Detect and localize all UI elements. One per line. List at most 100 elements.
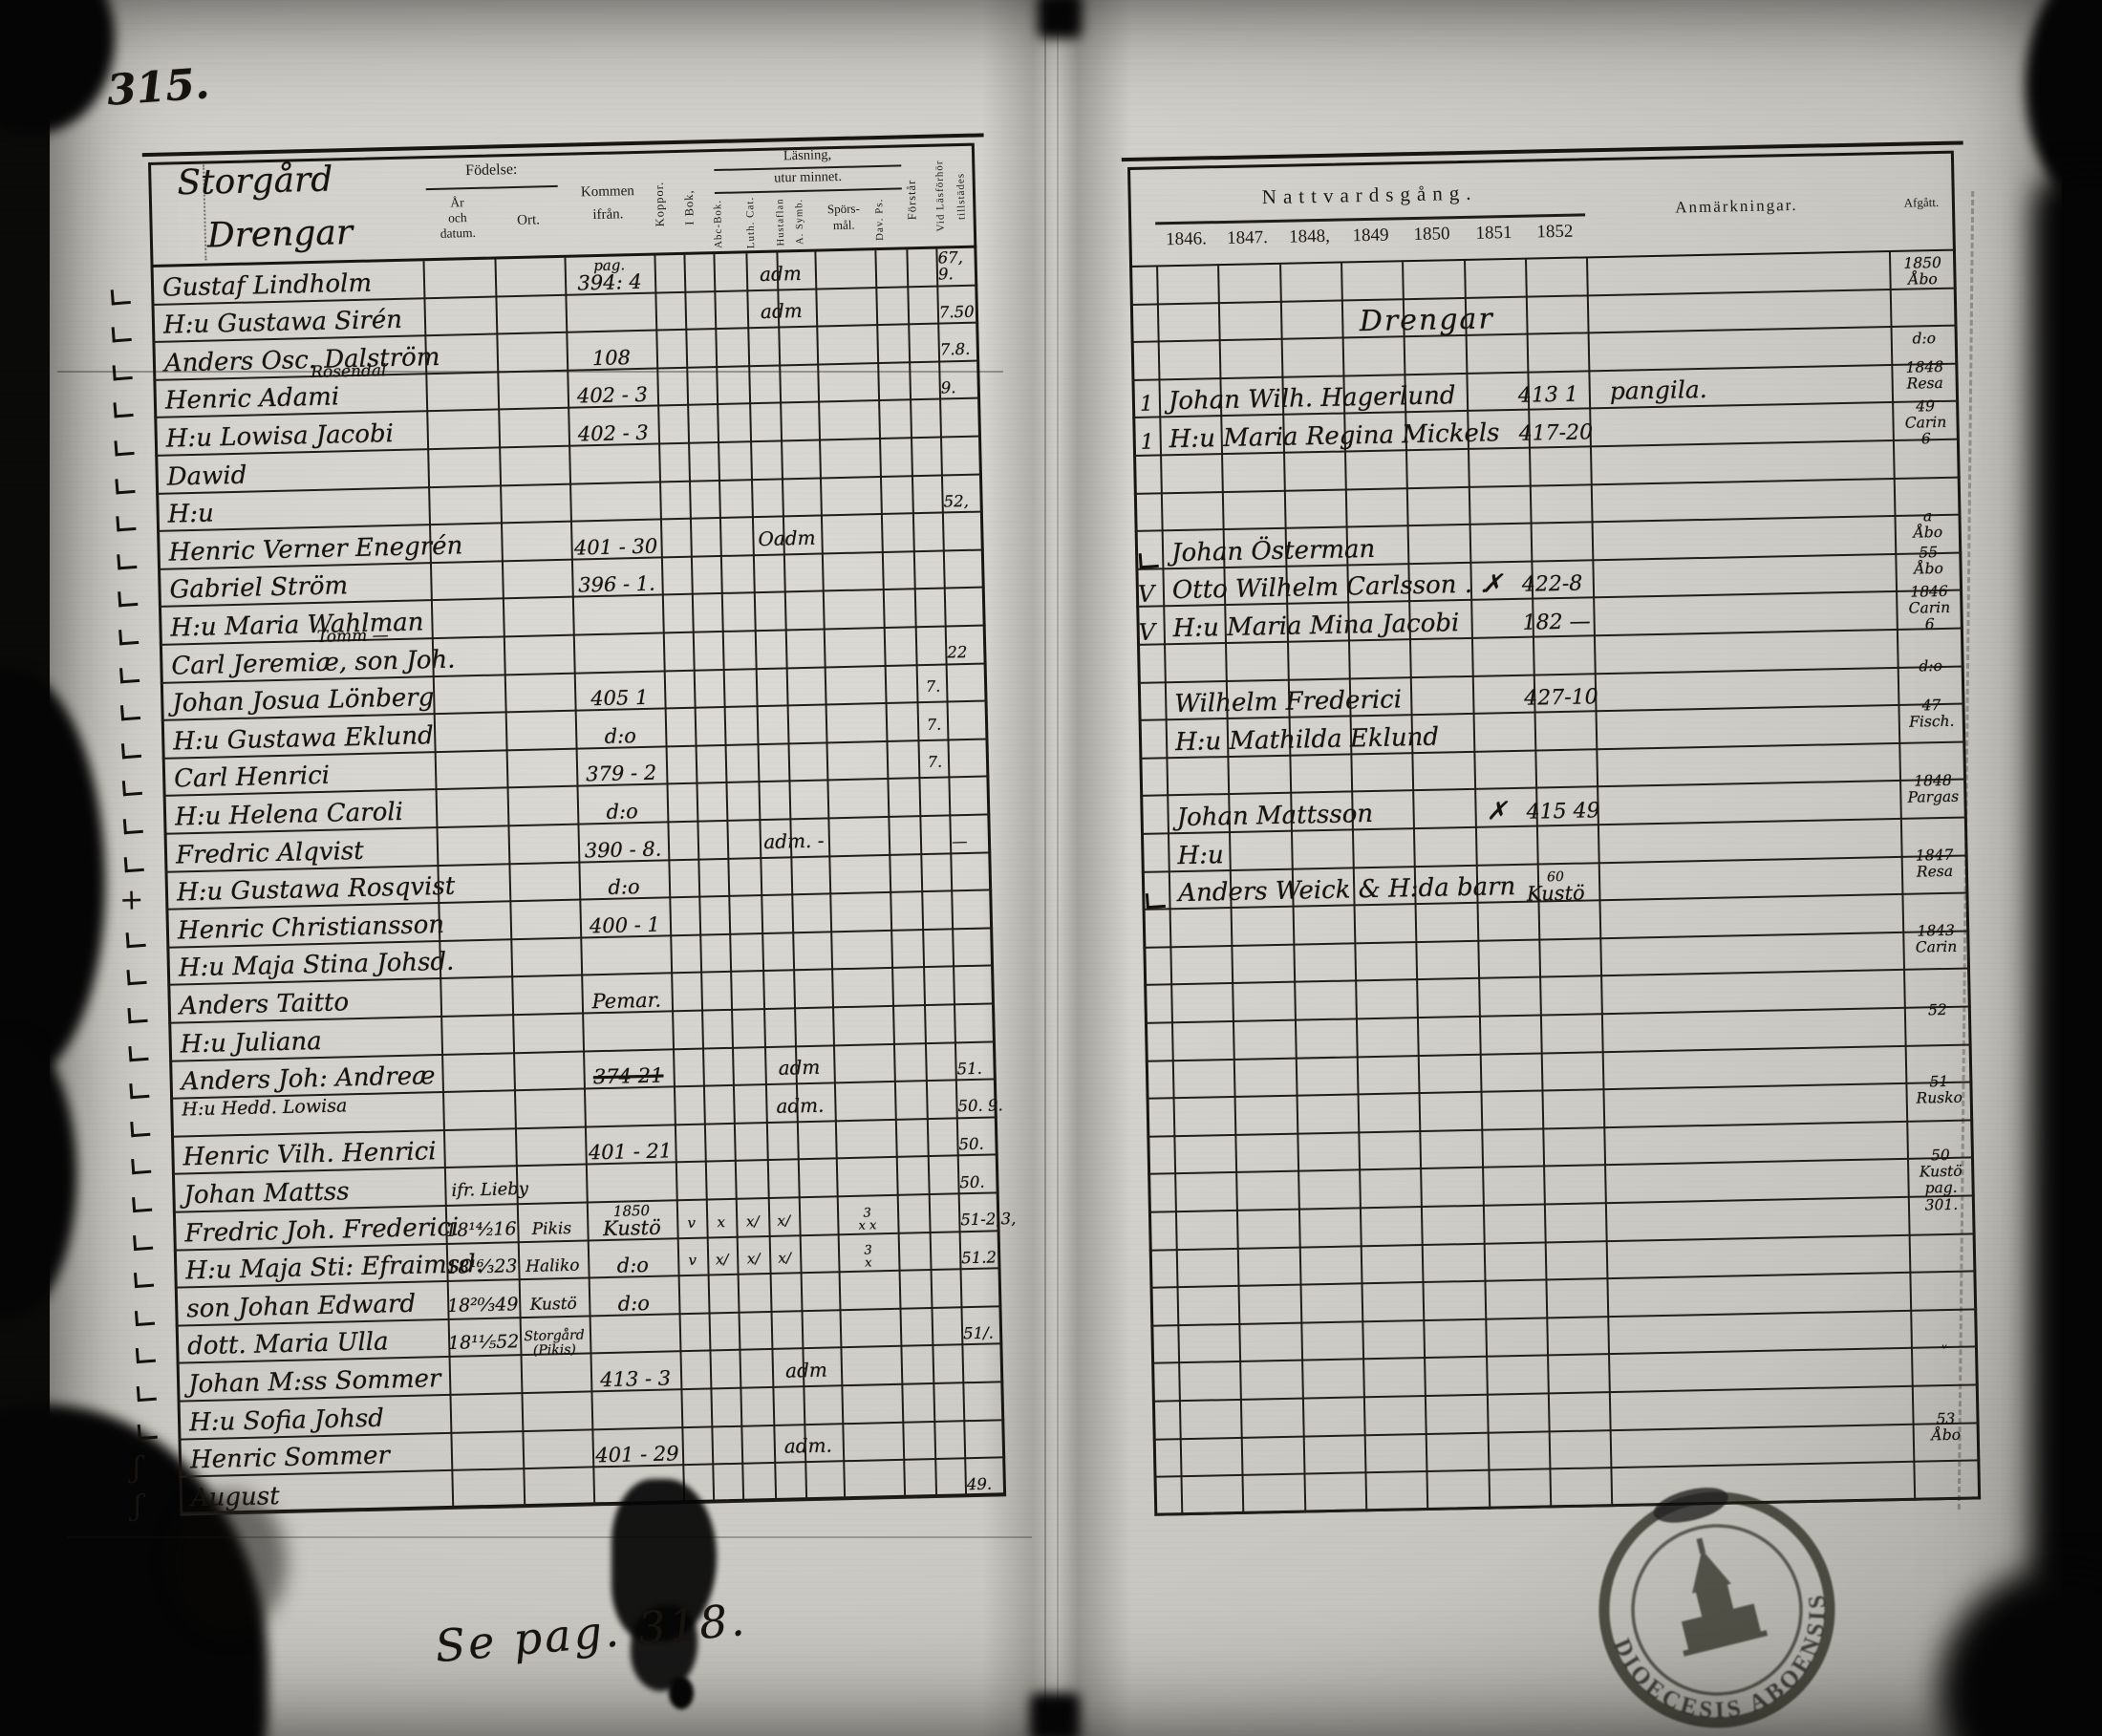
afgatt-note-line: Åbo bbox=[1908, 270, 1938, 289]
admitted-mark: adm bbox=[784, 1358, 828, 1382]
afgatt-note-line: Rusko bbox=[1916, 1088, 1963, 1107]
admitted-mark: adm bbox=[760, 299, 803, 324]
margin-bracket-mark bbox=[130, 1120, 151, 1137]
admitted-mark: adm. bbox=[783, 1433, 833, 1458]
afgatt-note-line: 6 bbox=[1924, 615, 1935, 633]
afgatt-note-line: Åbo bbox=[1913, 524, 1943, 542]
person-name: H:u Juliana bbox=[180, 1026, 323, 1060]
admitted-mark: adm. bbox=[776, 1093, 825, 1118]
margin-bracket-mark bbox=[111, 326, 132, 343]
kommen-ifran-ref-line: d:o bbox=[617, 1291, 651, 1316]
kommen-ifran-ref: d:o bbox=[580, 875, 668, 900]
header-luth-cat: Luth. Cat. bbox=[744, 196, 758, 249]
afgatt-note-line: 6 bbox=[1920, 430, 1932, 448]
afgatt-note: 55 Åbo bbox=[1897, 544, 1961, 578]
admitted-mark: Oadm bbox=[758, 525, 816, 550]
header-kommen-2: ifrån. bbox=[592, 206, 624, 224]
header-koppor: Koppor. bbox=[652, 181, 667, 227]
person-name: Johan Mattss bbox=[183, 1177, 350, 1211]
person-name: Henric Adami bbox=[164, 382, 340, 417]
afgatt-note: d:o bbox=[1893, 330, 1956, 348]
kommen-ifran-ref: 402 - 3 bbox=[568, 383, 656, 408]
person-name: Gustaf Lindholm bbox=[161, 268, 373, 303]
kommen-ifran-ref-line: 379 - 2 bbox=[585, 761, 657, 786]
lasforhor-attendance: 7.50. bbox=[939, 302, 1012, 321]
lasforhor-attendance: 50. 9. bbox=[957, 1097, 1030, 1116]
afgatt-note: 53 Åbo bbox=[1914, 1409, 1978, 1445]
margin-bracket-mark bbox=[122, 817, 143, 835]
lasforhor-attendance: 7.8. bbox=[940, 340, 1013, 359]
margin-bracket-mark bbox=[127, 1006, 148, 1024]
lasforhor-attendance: 51/. bbox=[963, 1324, 1036, 1343]
afgatt-note-line: d:o bbox=[1919, 656, 1943, 675]
kommen-ifran-ref: 390 - 8. bbox=[579, 837, 667, 862]
person-name-annotation: Tomm — bbox=[316, 626, 389, 647]
person-name: Henric Verner Enegrén bbox=[168, 531, 463, 568]
page-title-line1: Storgård bbox=[177, 160, 333, 204]
person-name: Johan Wilh. Hagerlund bbox=[1168, 381, 1456, 417]
torn-edge-right bbox=[2033, 172, 2102, 1605]
afgatt-note-line: d:o bbox=[1912, 330, 1937, 348]
left-page-table: Storgård Drengar Födelse: År och datum. … bbox=[110, 133, 1017, 1523]
afgatt-note-line: Åbo bbox=[1931, 1425, 1962, 1445]
afgatt-note: 51 Rusko bbox=[1907, 1073, 1971, 1107]
margin-mark: ʃ bbox=[133, 1489, 142, 1523]
margin-bracket-mark bbox=[117, 552, 138, 570]
kommen-ifran-ref: d:o bbox=[576, 724, 664, 748]
stamp-church-icon bbox=[1681, 1537, 1769, 1657]
afgatt-note-line: Carin bbox=[1904, 414, 1947, 433]
person-name: Johan Österman bbox=[1170, 534, 1376, 568]
margin-bracket-mark bbox=[1145, 892, 1166, 910]
margin-bracket-mark bbox=[112, 363, 133, 381]
sporsmal-mark-line: x bbox=[865, 1255, 872, 1271]
header-year-1846: 1846. bbox=[1165, 228, 1208, 250]
admitted-mark: adm bbox=[759, 261, 803, 286]
koppor-mark: v bbox=[688, 1251, 697, 1270]
lasforhor-attendance: 49. bbox=[966, 1475, 1040, 1494]
birth-place: Kustö bbox=[517, 1294, 590, 1315]
margin-bracket-mark bbox=[136, 1384, 157, 1403]
lasforhor-attendance: 9. bbox=[941, 378, 1014, 396]
header-dav-ps: Dav. Ps. bbox=[873, 198, 887, 242]
kommen-ifran-ref: d:o bbox=[589, 1254, 676, 1277]
afgatt-note: ˅ bbox=[1913, 1343, 1976, 1361]
person-name: H:u Helena Caroli bbox=[174, 797, 404, 832]
forstar-mark: 7. bbox=[927, 752, 943, 772]
lasforhor-attendance-line: 49. bbox=[966, 1475, 993, 1494]
afgatt-note-line: 52 bbox=[1927, 1000, 1947, 1019]
afgatt-note-line: Carin bbox=[1908, 599, 1951, 618]
crossed-mark: ✗ bbox=[1486, 797, 1508, 826]
lasforhor-attendance-line: 50. bbox=[958, 1134, 984, 1154]
person-name: Anders Osc. Dalström bbox=[163, 342, 440, 378]
person-name: Henric Vilh. Henrici bbox=[182, 1137, 437, 1172]
header-afgatt: Afgått. bbox=[1903, 194, 1940, 210]
kommen-ifran-ref-line: 402 - 3 bbox=[577, 420, 650, 446]
header-abc-bok: Abc-Bok. bbox=[712, 199, 725, 248]
afgatt-note: 1848 Pargas bbox=[1901, 772, 1965, 806]
person-name: H:u Maja Stina Johsd. bbox=[178, 948, 455, 983]
lasforhor-attendance-line: — bbox=[951, 832, 968, 851]
birth-place-line: Kustö bbox=[529, 1294, 578, 1315]
kommen-ifran-ref: 401 - 21 bbox=[586, 1140, 674, 1165]
person-name: Fredric Alqvist bbox=[175, 836, 364, 870]
lasforhor-attendance-line: 22 bbox=[947, 643, 968, 662]
kommen-ifran-ref-line: 401 - 30 bbox=[573, 534, 658, 560]
kommen-ifran-ref: 413 - 3 bbox=[591, 1366, 679, 1391]
afgatt-note-line: 50 bbox=[1930, 1147, 1950, 1165]
i-bok-mark: x bbox=[717, 1212, 726, 1231]
afgatt-note: 1847 Resa bbox=[1902, 846, 1966, 880]
person-name: H:u Lowisa Jacobi bbox=[165, 419, 395, 454]
kommen-ifran-ref-line: 400 - 1 bbox=[589, 912, 661, 938]
person-name: Johan M:ss Sommer bbox=[187, 1364, 441, 1400]
header-a-symb: A. Symb. bbox=[794, 198, 806, 246]
lasforhor-attendance: 50. bbox=[958, 1134, 1031, 1154]
birth-date: 18²⁰⁄₃49 bbox=[446, 1293, 519, 1317]
person-name: H:u Gustawa Eklund bbox=[172, 720, 435, 757]
header-year-1851: 1851 bbox=[1475, 222, 1512, 244]
afgatt-note-line: Fisch. bbox=[1909, 712, 1955, 731]
kommen-ifran-ref-line: d:o bbox=[608, 875, 640, 900]
margin-bracket-mark bbox=[128, 1044, 149, 1061]
